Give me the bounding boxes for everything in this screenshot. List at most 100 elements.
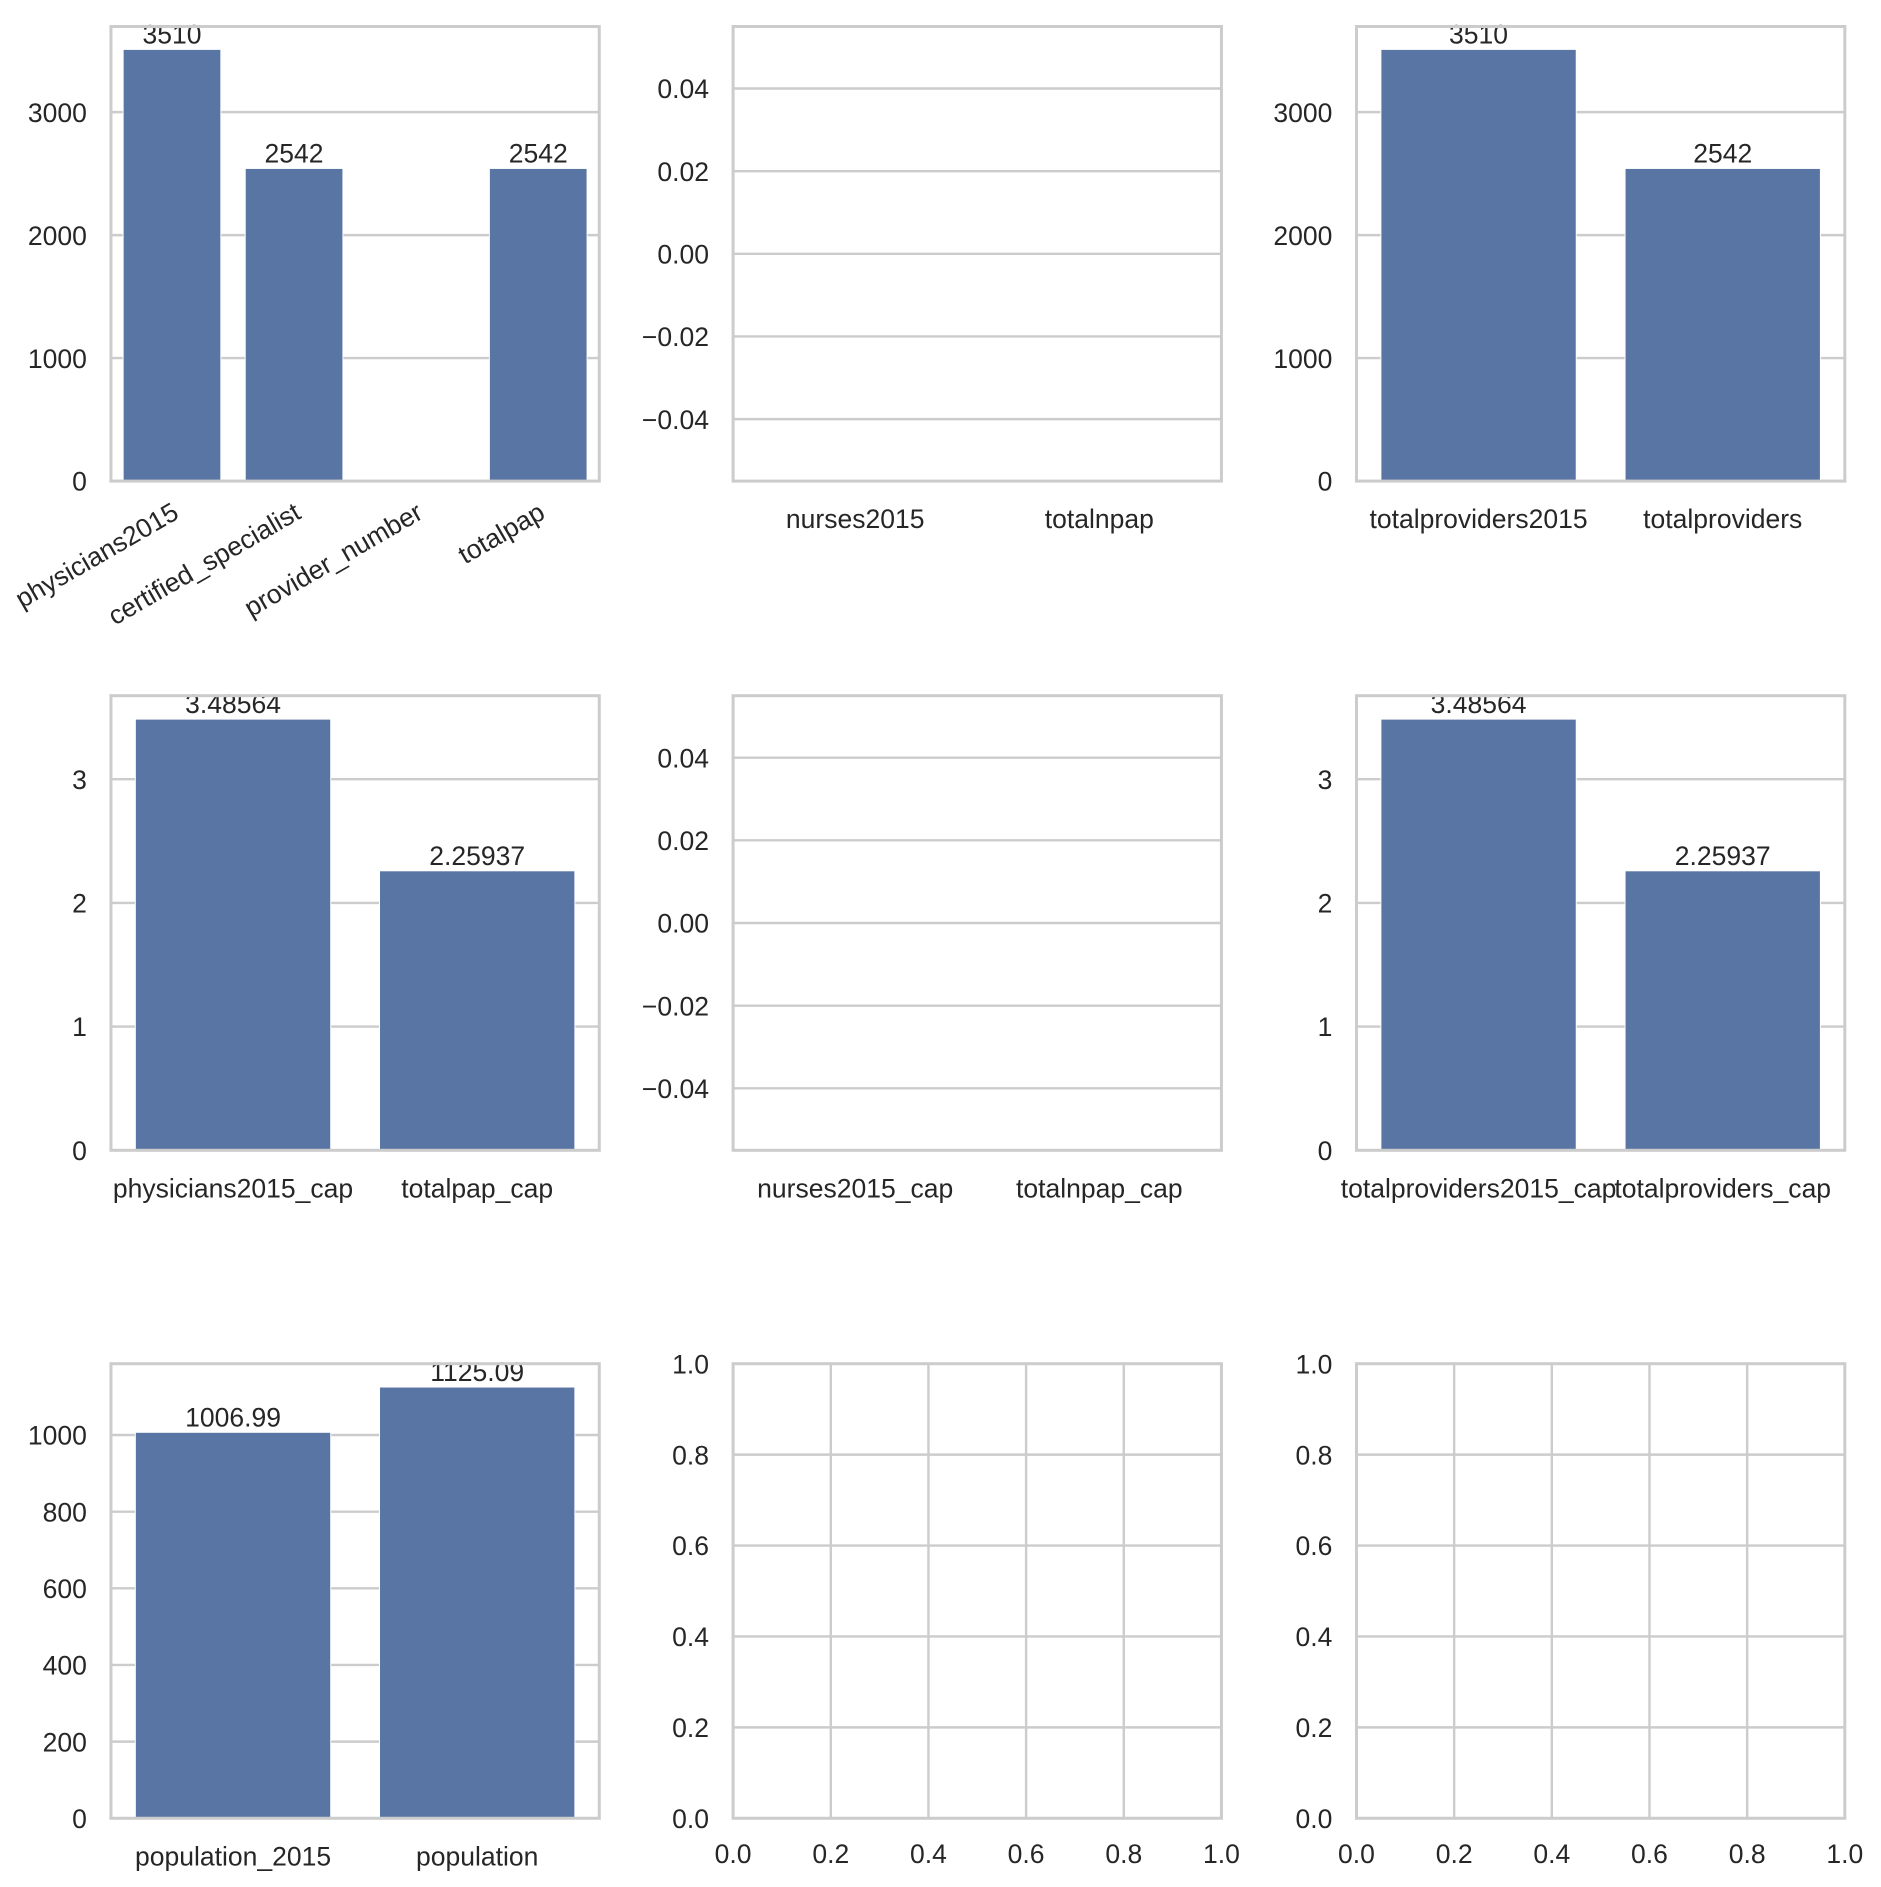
y-tick-label: 200 [43,1727,87,1757]
y-tick-label: 0 [1318,1136,1333,1166]
y-tick-label: 3 [1318,765,1333,795]
y-tick-label: 0.0 [672,1804,709,1834]
bar-value-label: 1006.99 [185,1402,281,1432]
y-tick-label: 0.2 [1295,1713,1332,1743]
y-tick-label: 0.00 [657,909,709,939]
y-tick-label: −0.04 [642,1074,709,1104]
y-tick-label: 0 [72,1804,87,1834]
y-tick-label: 0 [72,1136,87,1166]
bar [134,1431,332,1819]
bar-value-label: 1125.09 [430,1357,524,1387]
y-tick-label: 0.02 [657,157,709,187]
axes-frame [731,1362,1223,1820]
y-tick-label: 1 [72,1012,87,1042]
y-tick-label: −0.02 [642,322,709,352]
y-tick-label: 0.6 [1295,1531,1332,1561]
x-tick-label: 0.8 [1105,1839,1142,1869]
bar [134,718,332,1151]
y-tick-label: 2000 [1273,221,1332,251]
x-tick-label: totalproviders_cap [1614,1173,1831,1203]
y-tick-label: 0 [1318,467,1333,497]
x-tick-label: 0.0 [1338,1839,1375,1869]
x-tick-label: 0.2 [1436,1839,1473,1869]
subplot-6: 0 1 2 3 3.48564 totalproviders2015_cap 2.25937… [1318,689,1847,1203]
x-tick-label: 0.6 [1631,1839,1668,1869]
y-tick-label: 3000 [1273,98,1332,128]
y-tick-label: 1000 [28,1421,87,1451]
subplot-8: 0.0 0.2 0.4 0.6 0.8 1.0 0.0 0.2 0.4 0.6 0.8 1.0 [672,1349,1240,1869]
y-tick-label: 0.8 [672,1440,709,1470]
bar-value-label: 3.48564 [1431,689,1527,719]
y-tick-label: 2000 [28,221,87,251]
bar-value-label: 3510 [142,19,201,49]
bar-value-label: 2.25937 [429,841,525,871]
y-tick-label: 1000 [28,344,87,374]
y-tick-label: −0.04 [642,405,709,435]
subplot-7: 0 200 400 600 800 1000 1006.99 population_2015 1… [28,1357,601,1871]
y-tick-label: 0 [72,467,87,497]
bar [488,167,588,482]
y-tick-label: 0.04 [657,743,709,773]
x-tick-label: 0.0 [715,1839,752,1869]
y-tick-label: 2 [72,889,87,919]
x-tick-label: physicians2015_cap [113,1173,353,1203]
x-tick-label: nurses2015_cap [757,1173,953,1203]
x-tick-label: 0.4 [910,1839,947,1869]
x-tick-label: 0.8 [1729,1839,1766,1869]
subplot-3: 0 1000 2000 3000 3510 totalproviders2015 2542 t… [1273,19,1847,534]
bar [1380,48,1577,482]
subplot-2: −0.04 −0.02 0.00 0.02 0.04 nurses2015 totalnpa… [642,25,1223,534]
y-tick-label: 0.04 [657,74,709,104]
x-tick-label: totalproviders [1643,504,1802,534]
axes-frame [109,694,601,1152]
x-tick-label: totalnpap_cap [1016,1173,1183,1203]
y-tick-label: 1 [1318,1012,1333,1042]
y-tick-label: 0.02 [657,826,709,856]
axes-frame [731,694,1223,1152]
axes-frame [1354,694,1847,1152]
x-tick-label: totalnpap [1045,504,1154,534]
bar-value-label: 2542 [1693,138,1752,168]
bar-value-label: 3.48564 [185,689,281,719]
x-tick-label: nurses2015 [786,504,925,534]
y-tick-label: 600 [43,1574,87,1604]
y-tick-label: 3 [72,765,87,795]
x-tick-label: population_2015 [135,1841,331,1871]
y-tick-label: 0.0 [1295,1804,1332,1834]
x-tick-label: totalpap [453,497,550,570]
axes-frame [1354,25,1847,483]
y-tick-label: 2 [1318,889,1333,919]
bar [1380,718,1577,1151]
x-tick-label: 0.2 [812,1839,849,1869]
bar [379,870,576,1151]
y-tick-label: 0.2 [672,1713,709,1743]
axes-frame [731,25,1223,483]
x-tick-label: 0.4 [1533,1839,1570,1869]
y-tick-label: −0.02 [642,991,709,1021]
subplot-4: 0 1 2 3 3.48564 physicians2015_cap 2.25937 tota… [72,689,601,1203]
bar-value-label: 2542 [509,138,568,168]
axes-frame [109,25,601,483]
bar [1624,870,1821,1151]
y-tick-label: 1.0 [672,1349,709,1379]
bar-value-label: 2.25937 [1675,841,1771,871]
y-tick-label: 0.8 [1295,1440,1332,1470]
y-tick-label: 400 [43,1651,87,1681]
x-tick-label: population [416,1841,538,1871]
x-tick-label: 1.0 [1826,1839,1863,1869]
y-tick-label: 800 [43,1497,87,1527]
bar-value-label: 3510 [1449,19,1508,49]
x-tick-label: totalproviders2015_cap [1341,1173,1617,1203]
x-tick-label: totalpap_cap [401,1173,553,1203]
y-tick-label: 0.4 [672,1622,709,1652]
axes-frame [109,1362,601,1820]
subplot-5: −0.04 −0.02 0.00 0.02 0.04 nurses2015_cap tota… [642,694,1223,1203]
bar [244,167,344,482]
subplot-9: 0.0 0.2 0.4 0.6 0.8 1.0 0.0 0.2 0.4 0.6 0.8 1.0 [1295,1349,1863,1869]
axes-frame [1354,1362,1847,1820]
x-tick-label: 1.0 [1203,1839,1240,1869]
bar [122,48,222,482]
y-tick-label: 3000 [28,98,87,128]
y-tick-label: 0.6 [672,1531,709,1561]
